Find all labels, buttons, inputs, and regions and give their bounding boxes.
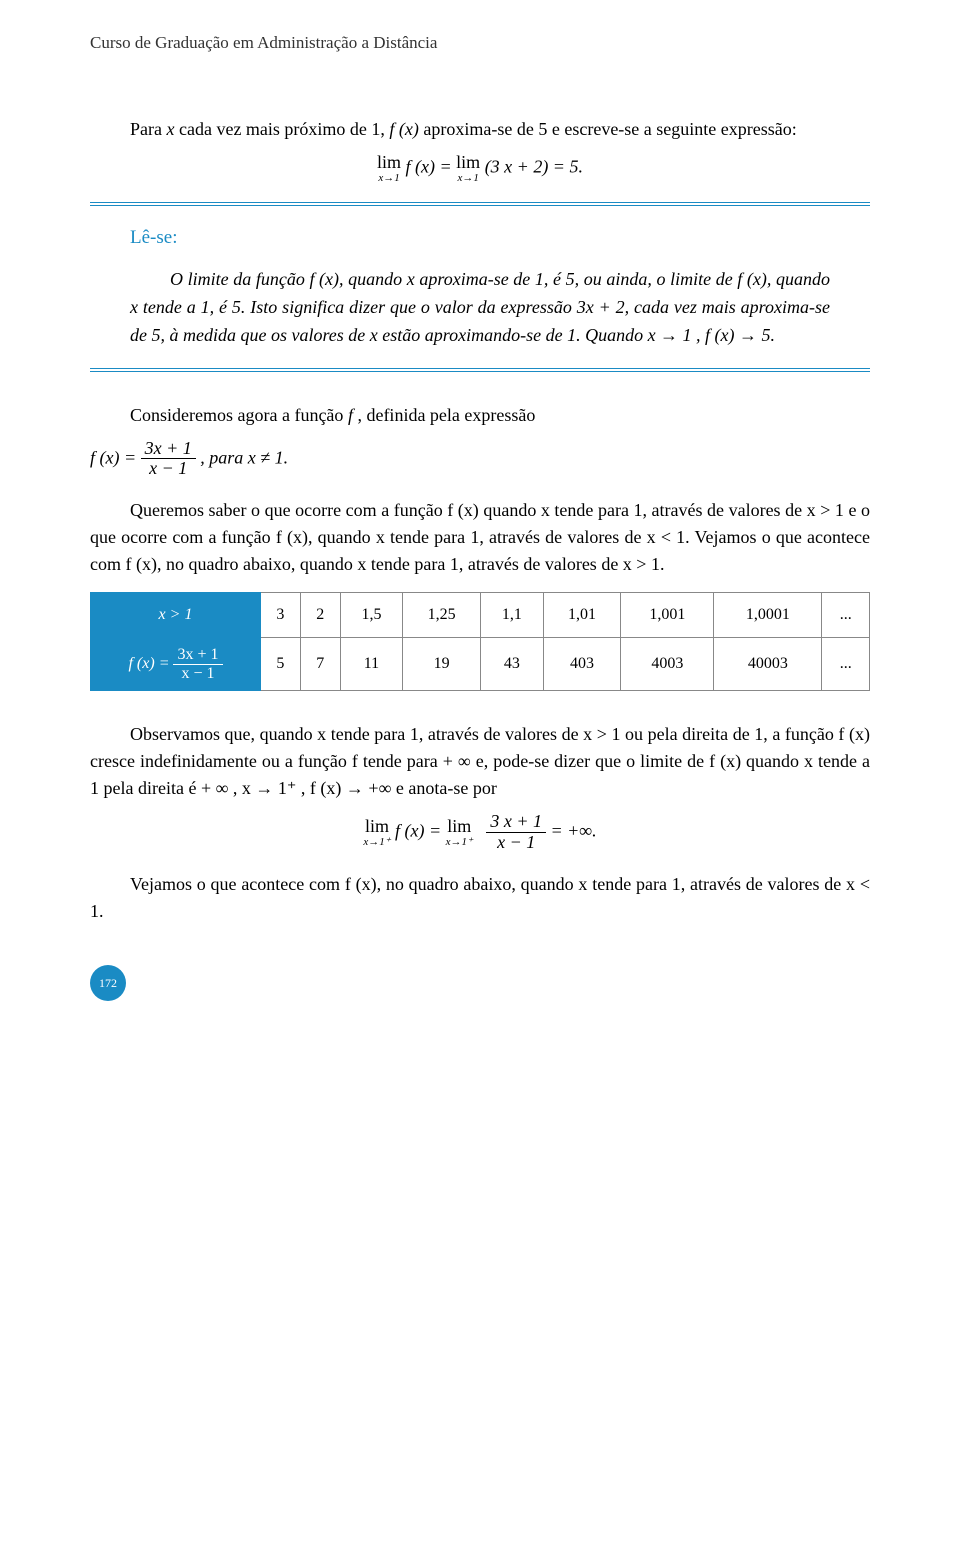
table-cell: 403 [543,638,621,691]
text: cada vez mais próximo de 1, [174,119,389,139]
row-header-x: x > 1 [91,593,261,638]
table-cell: 2 [300,593,340,638]
eq-tail: , para x ≠ 1. [200,447,288,467]
expr: 3x + 2 [577,297,625,317]
lim-text: lim [456,153,480,171]
text: , definida pela expressão [353,405,535,425]
table-row: f (x) = 3x + 1 x − 1 5 7 11 19 43 403 40… [91,638,870,691]
table-cell: ... [822,638,870,691]
limit-symbol: lim x→1 [377,153,401,184]
denominator: x − 1 [486,833,546,853]
fraction: 3x + 1 x − 1 [141,439,196,480]
var-fx: f (x) [389,119,418,139]
table-cell: 43 [481,638,544,691]
table-cell: ... [822,593,870,638]
numerator: 3x + 1 [173,646,222,665]
table-cell: 1,1 [481,593,544,638]
lim-sub: x→1 [456,173,480,184]
lim-sub: x→1 [377,173,401,184]
text: aproxima-se de 5 e escreve-se a seguinte… [419,119,797,139]
numerator: 3 x + 1 [486,812,546,833]
table-row: x > 1 3 2 1,5 1,25 1,1 1,01 1,001 1,0001… [91,593,870,638]
row-header-fx: f (x) = 3x + 1 x − 1 [91,638,261,691]
eq-text: (3 x + 2) = 5. [485,156,583,176]
eq-text: = +∞. [551,821,597,841]
table-cell: 5 [261,638,301,691]
denominator: x − 1 [173,665,222,683]
equation-3: lim x→1⁺ f (x) = lim x→1⁺ 3 x + 1 x − 1 … [90,812,870,853]
lim-text: lim [377,153,401,171]
page-number: 172 [90,965,126,1001]
table-cell: 11 [340,638,403,691]
paragraph-4: Observamos que, quando x tende para 1, a… [90,721,870,802]
equation-1: lim x→1 f (x) = lim x→1 (3 x + 2) = 5. [90,153,870,184]
text: Para [130,119,166,139]
fraction: 3 x + 1 x − 1 [486,812,546,853]
limit-symbol: lim x→1⁺ [446,817,473,848]
eq-text: f (x) = [406,156,457,176]
table-cell: 1,25 [403,593,481,638]
paragraph-1: Para x cada vez mais próximo de 1, f (x)… [90,116,870,143]
equation-2: f (x) = 3x + 1 x − 1 , para x ≠ 1. [90,439,870,480]
fx-label: f (x) = [128,655,173,672]
table-cell: 4003 [621,638,714,691]
lese-body: O limite da função f (x), quando x aprox… [130,266,830,350]
table-cell: 40003 [714,638,822,691]
lese-callout: Lê-se: O limite da função f (x), quando … [90,202,870,372]
course-header: Curso de Graduação em Administração a Di… [90,30,870,56]
denominator: x − 1 [141,459,196,479]
limit-table: x > 1 3 2 1,5 1,25 1,1 1,01 1,001 1,0001… [90,592,870,691]
table-cell: 1,01 [543,593,621,638]
table-cell: 3 [261,593,301,638]
numerator: 3x + 1 [141,439,196,460]
paragraph-3: Queremos saber o que ocorre com a função… [90,497,870,578]
paragraph-5: Vejamos o que acontece com f (x), no qua… [90,871,870,925]
paragraph-2: Consideremos agora a função f , definida… [90,402,870,429]
limit-symbol: lim x→1 [456,153,480,184]
lim-text: lim [446,817,473,835]
table-cell: 1,0001 [714,593,822,638]
eq-text: f (x) = [395,821,446,841]
lese-title: Lê-se: [130,224,830,253]
text: Consideremos agora a função [130,405,348,425]
eq-lhs: f (x) = [90,447,141,467]
limit-symbol: lim x→1⁺ [363,817,390,848]
table-cell: 1,5 [340,593,403,638]
table-cell: 1,001 [621,593,714,638]
lim-sub: x→1⁺ [446,837,473,848]
lim-sub: x→1⁺ [363,837,390,848]
table-cell: 19 [403,638,481,691]
fraction: 3x + 1 x − 1 [173,646,222,682]
lim-text: lim [363,817,390,835]
table-cell: 7 [300,638,340,691]
